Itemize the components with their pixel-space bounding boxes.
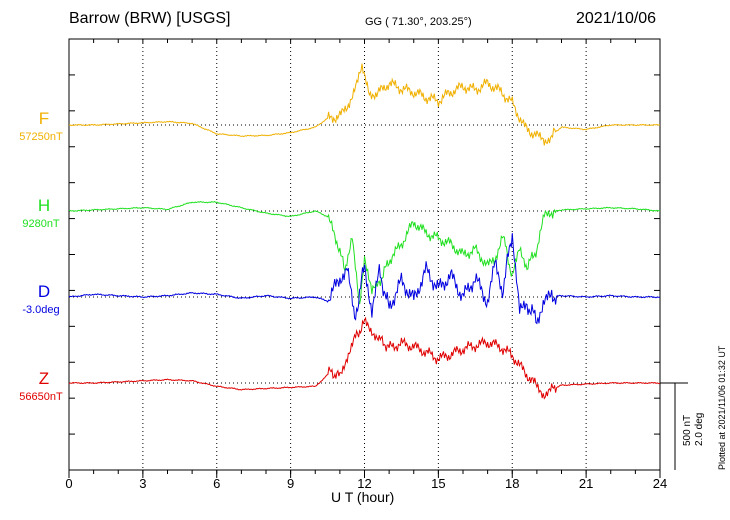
series-baseline-H: 9280nT <box>22 218 60 230</box>
station-title: Barrow (BRW) [USGS] <box>69 10 231 27</box>
x-tick-label: 3 <box>139 476 146 491</box>
series-labels: F 57250nT H 9280nT D -3.0deg Z 56650nT <box>19 109 63 403</box>
series-baseline-F: 57250nT <box>19 131 63 143</box>
x-tick-label: 6 <box>213 476 220 491</box>
x-tick-labels: 0 3 6 9 12 15 18 21 24 <box>65 476 667 491</box>
x-tick-label: 18 <box>505 476 519 491</box>
series-baseline-D: -3.0deg <box>22 304 59 316</box>
x-tick-label: 24 <box>653 476 667 491</box>
grid-lines <box>69 39 660 470</box>
x-tick-label: 15 <box>431 476 445 491</box>
scale-nt-label: 500 nT <box>682 414 693 446</box>
station-coordinates: GG ( 71.30°, 203.25°) <box>365 16 472 28</box>
series-name-F: F <box>39 109 49 128</box>
scale-deg-label: 2.0 deg <box>694 412 705 446</box>
x-axis-label: U T (hour) <box>331 489 395 505</box>
x-tick-label: 0 <box>65 476 72 491</box>
x-tick-label: 21 <box>579 476 593 491</box>
plotted-timestamp: Plotted at 2021/11/06 01:32 UT <box>717 345 727 470</box>
series-line-Z <box>68 316 661 400</box>
x-tick-label: 9 <box>287 476 294 491</box>
plot-date: 2021/10/06 <box>576 10 657 27</box>
series-name-H: H <box>38 196 50 215</box>
axis-ticks <box>68 38 661 478</box>
series-baseline-Z: 56650nT <box>19 391 63 403</box>
scale-bar <box>660 382 688 470</box>
series-line-D <box>68 233 661 325</box>
series-line-H <box>68 201 661 305</box>
series-line-F <box>68 63 661 146</box>
series-name-D: D <box>38 282 50 301</box>
x-tick-label: 12 <box>357 476 371 491</box>
series-lines <box>68 63 661 400</box>
series-name-Z: Z <box>39 369 49 388</box>
